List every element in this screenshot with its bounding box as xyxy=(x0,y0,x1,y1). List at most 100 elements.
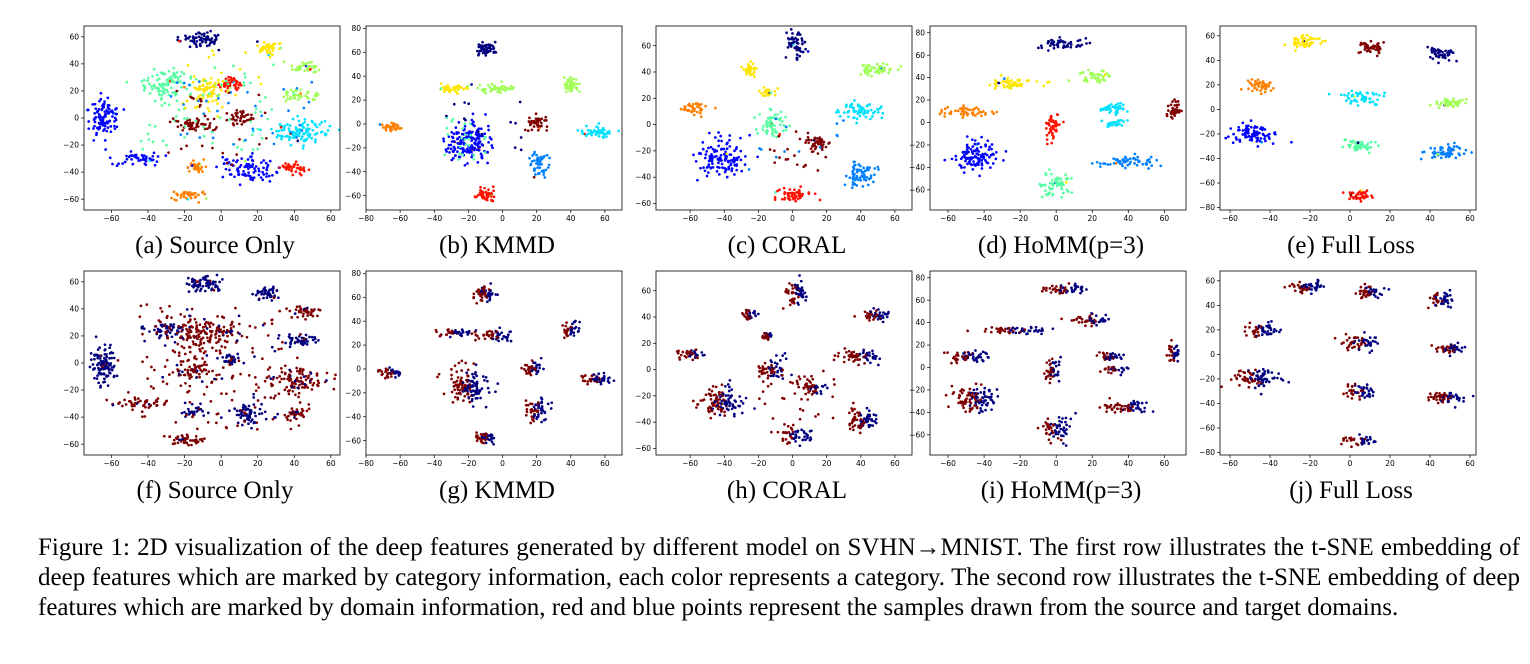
scatter-point xyxy=(899,65,903,68)
scatter-point xyxy=(202,126,205,129)
scatter-point xyxy=(108,351,112,355)
scatter-point xyxy=(148,82,151,86)
scatter-point xyxy=(250,426,253,430)
scatter-point xyxy=(169,95,173,98)
scatter-point xyxy=(857,168,860,172)
scatter-point xyxy=(484,135,487,139)
y-tick-label: 20 xyxy=(1205,80,1215,89)
scatter-point xyxy=(779,116,782,120)
scatter-point xyxy=(308,335,311,339)
y-tick-label: −60 xyxy=(635,199,651,208)
scatter-point xyxy=(193,278,196,282)
scatter-point xyxy=(1121,103,1125,107)
scatter-point xyxy=(384,128,388,132)
scatter-point xyxy=(711,156,714,160)
scatter-point xyxy=(210,40,214,44)
scatter-point xyxy=(178,39,181,43)
scatter-point xyxy=(545,125,549,128)
scatter-point xyxy=(984,111,987,115)
scatter-point xyxy=(313,123,317,127)
scatter-point xyxy=(278,166,282,170)
scatter-point xyxy=(816,169,820,172)
scatter-point xyxy=(960,109,964,113)
scatter-point xyxy=(494,293,498,296)
scatter-point xyxy=(758,112,762,116)
scatter-point xyxy=(1037,46,1040,50)
scatter-point xyxy=(143,415,147,418)
scatter-point xyxy=(313,98,316,102)
scatter-point xyxy=(165,88,168,92)
scatter-point xyxy=(172,71,176,75)
scatter-point xyxy=(476,130,480,134)
scatter-point xyxy=(97,354,101,358)
scatter-point xyxy=(784,115,787,119)
scatter-point xyxy=(294,170,298,173)
scatter-point xyxy=(1446,51,1449,55)
scatter-point xyxy=(843,183,847,187)
scatter-point xyxy=(230,79,234,83)
scatter-point xyxy=(1369,146,1373,149)
scatter-point xyxy=(320,130,324,134)
scatter-point xyxy=(220,330,224,334)
scatter-point xyxy=(477,137,481,140)
scatter-point xyxy=(1042,84,1046,88)
scatter-point xyxy=(483,151,487,154)
scatter-point xyxy=(742,68,746,72)
panel-c-coral-category: −60 −40 −20 0 20 40 60 −60 −40 −20 0 20 40 60 (c) COR… xyxy=(635,20,922,262)
scatter-point xyxy=(250,158,254,162)
scatter-point xyxy=(1273,131,1276,135)
scatter-point xyxy=(511,87,514,91)
scatter-point xyxy=(224,360,227,363)
scatter-point xyxy=(236,356,240,360)
scatter-point xyxy=(222,316,226,320)
scatter-point xyxy=(146,79,149,83)
scatter-point xyxy=(1444,101,1448,104)
scatter-point xyxy=(565,83,569,87)
scatter-point xyxy=(93,111,97,115)
scatter-point xyxy=(803,40,807,44)
scatter-point xyxy=(238,119,242,123)
scatter-point xyxy=(1176,100,1180,103)
scatter-point xyxy=(988,145,992,149)
scatter-point xyxy=(696,178,699,182)
scatter-point xyxy=(248,409,252,413)
scatter-point xyxy=(503,88,507,92)
scatter-point xyxy=(1366,146,1370,149)
scatter-point xyxy=(196,121,200,125)
scatter-point xyxy=(285,94,289,97)
scatter-point xyxy=(798,49,801,52)
scatter-point xyxy=(465,135,469,138)
scatter-point xyxy=(877,168,880,171)
scatter-point xyxy=(208,283,211,287)
x-tick-label: 60 xyxy=(600,214,610,223)
scatter-point xyxy=(454,90,458,94)
scatter-point xyxy=(813,136,817,140)
scatter-point xyxy=(217,373,221,377)
scatter-point xyxy=(1452,99,1456,103)
x-tick-label: 20 xyxy=(532,214,542,223)
scatter-point xyxy=(187,443,190,447)
scatter-point xyxy=(97,361,101,365)
scatter-point xyxy=(1271,142,1275,145)
scatter-point xyxy=(272,42,275,46)
scatter-point xyxy=(103,364,107,368)
scatter-point xyxy=(187,169,191,173)
scatter-point xyxy=(277,42,281,46)
scatter-point xyxy=(92,127,95,130)
scatter-point xyxy=(487,288,491,291)
scatter-point xyxy=(294,89,297,92)
scatter-point xyxy=(159,98,163,101)
scatter-point xyxy=(288,379,291,383)
scatter-point xyxy=(307,374,311,378)
scatter-point xyxy=(491,185,495,189)
scatter-point xyxy=(229,77,233,81)
scatter-point xyxy=(296,133,299,136)
scatter-point xyxy=(965,143,969,147)
scatter-point xyxy=(202,34,206,38)
scatter-point xyxy=(130,154,134,157)
scatter-point xyxy=(179,439,183,443)
scatter-point xyxy=(190,367,193,371)
scatter-point xyxy=(1062,120,1065,124)
scatter-point xyxy=(1446,54,1450,57)
scatter-point xyxy=(157,319,161,322)
